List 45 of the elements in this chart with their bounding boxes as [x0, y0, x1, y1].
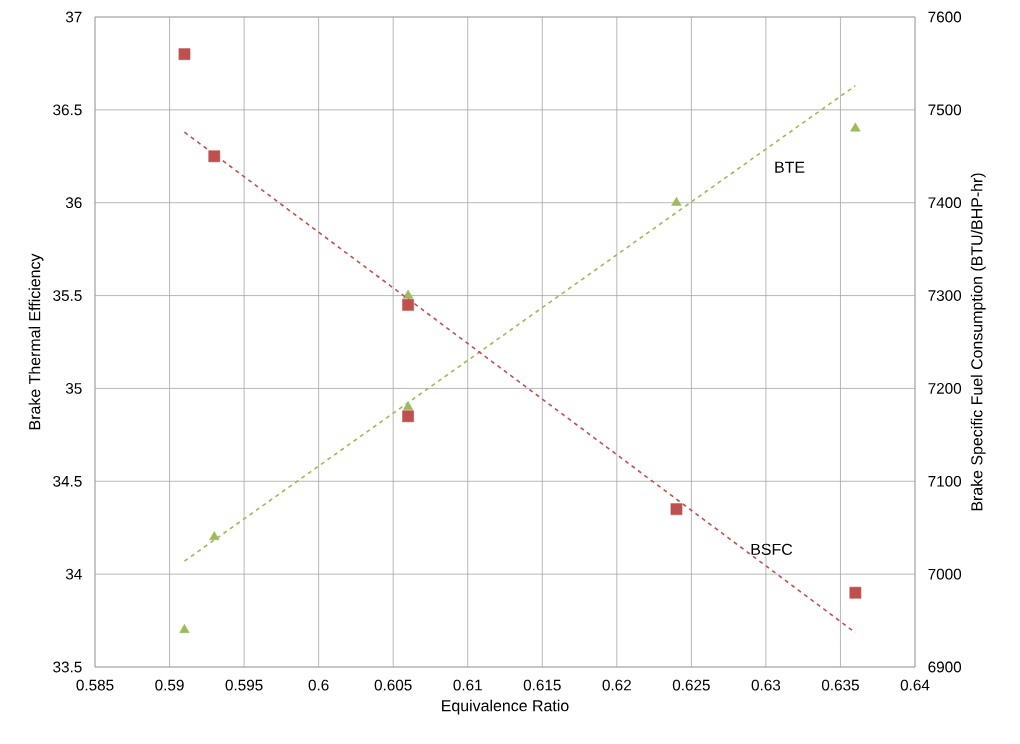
- y-tick-label: 36.5: [53, 104, 82, 116]
- point: [402, 299, 414, 311]
- x-tick-label: 0.62: [602, 679, 631, 691]
- y2-tick-label: 6900: [928, 661, 962, 673]
- y-axis-title: Brake Thermal Efficiency: [28, 253, 44, 430]
- y2-tick-label: 7500: [928, 104, 962, 116]
- x-axis-title: Equivalence Ratio: [442, 699, 569, 715]
- x-tick-label: 0.61: [453, 679, 482, 691]
- x-tick-label: 0.585: [76, 679, 114, 691]
- y-tick-label: 34: [65, 568, 82, 580]
- point: [850, 122, 861, 132]
- x-tick-label: 0.615: [523, 679, 561, 691]
- y-tick-label: 36: [65, 197, 82, 209]
- x-tick-label: 0.63: [751, 679, 781, 691]
- point: [402, 289, 414, 299]
- x-tick-label: 0.635: [821, 679, 859, 691]
- x-tick-label: 0.605: [374, 679, 412, 691]
- x-tick-label: 0.6: [308, 679, 329, 691]
- y2-tick-label: 7600: [928, 11, 962, 23]
- point: [670, 503, 683, 515]
- x-tick-label: 0.595: [225, 679, 263, 691]
- point: [402, 410, 414, 423]
- y2-tick-label: 7300: [928, 290, 962, 301]
- y2-tick-label: 7000: [928, 568, 962, 580]
- annotation: BTE: [775, 161, 805, 173]
- point: [208, 150, 221, 163]
- y-tick-label: 34.5: [53, 475, 82, 487]
- x-tick-label: 0.59: [155, 679, 184, 691]
- point: [671, 196, 682, 206]
- x-tick-label: 0.64: [900, 679, 930, 691]
- point: [402, 401, 414, 411]
- y-tick-label: 35.5: [53, 290, 82, 301]
- y2-tick-label: 7200: [928, 383, 962, 394]
- point: [178, 48, 191, 60]
- annotation: BSFC: [751, 543, 793, 555]
- y2-tick-label: 7100: [928, 475, 962, 487]
- x-tick-label: 0.625: [672, 679, 710, 691]
- point: [209, 531, 220, 541]
- y2-tick-label: 7400: [928, 197, 962, 209]
- y-tick-label: 37: [65, 11, 82, 23]
- y-tick-label: 33.5: [53, 661, 82, 673]
- y2-axis-title: Brake Specific Fuel Consumption (BTU/BHP-hr): [970, 173, 986, 511]
- point: [179, 624, 190, 633]
- y-tick-label: 35: [65, 383, 82, 394]
- point: [849, 586, 862, 599]
